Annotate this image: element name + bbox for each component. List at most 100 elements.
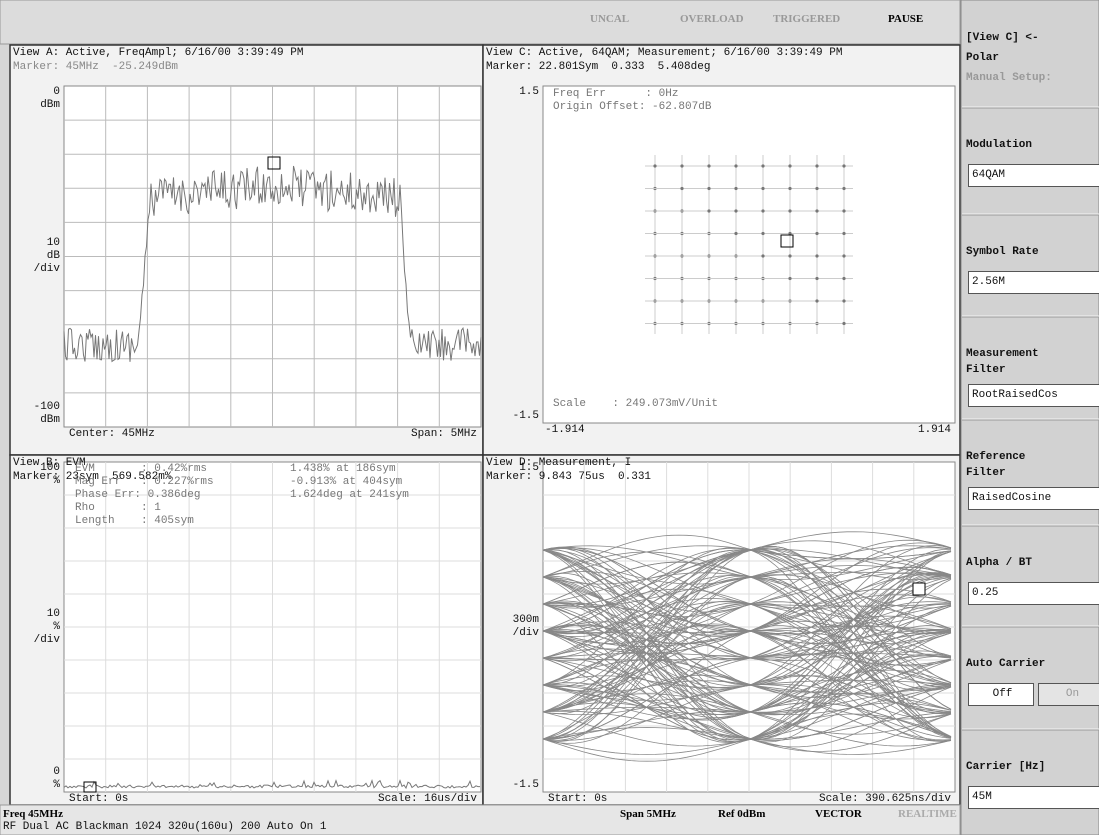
status-bar <box>0 0 961 45</box>
eye-trace <box>542 625 952 740</box>
status-indicator: OVERLOAD <box>680 13 744 25</box>
view-title: View C: Active, 64QAM; Measurement; 6/16… <box>486 47 843 59</box>
eye-trace <box>542 596 952 741</box>
annotation: Freq Err : 0Hz <box>553 88 679 100</box>
constellation-point <box>842 321 846 326</box>
control-field[interactable]: RootRaisedCos <box>968 384 1099 407</box>
toggle-button[interactable]: On <box>1038 683 1099 706</box>
eye-trace <box>542 572 952 713</box>
eye-trace <box>542 624 952 711</box>
constellation-point <box>842 254 846 258</box>
axis-label: dBm <box>40 99 60 111</box>
eye-trace <box>542 623 952 716</box>
sidebar-header: Polar <box>966 52 1000 64</box>
constellation-point <box>734 209 738 213</box>
control-label: Reference Filter <box>966 451 1026 479</box>
control-field[interactable]: 64QAM <box>968 164 1099 187</box>
bottom-freq: Freq 45MHz <box>3 808 63 820</box>
footer-left: Start: 0s <box>69 793 129 805</box>
constellation-point <box>761 254 765 258</box>
axis-label: % <box>53 779 60 791</box>
constellation-point <box>707 186 711 191</box>
axis-label: 0 <box>53 766 60 778</box>
eye-trace <box>542 551 952 738</box>
control-field[interactable]: 0.25 <box>968 582 1099 605</box>
control-label: Modulation <box>966 139 1033 151</box>
marker-box <box>780 234 794 248</box>
view-title: View B: EVM <box>13 457 86 469</box>
constellation-point <box>788 276 792 281</box>
control-label: Alpha / BT <box>966 557 1033 569</box>
constellation-point <box>707 164 711 168</box>
constellation-point <box>815 209 819 213</box>
eye-trace <box>542 549 952 740</box>
eye-trace <box>542 603 952 635</box>
eye-trace <box>542 549 952 613</box>
eye-trace <box>542 602 952 666</box>
footer-left: Center: 45MHz <box>69 428 155 440</box>
bottom-span: Span 5MHz <box>620 808 676 820</box>
footer-right: Scale: 390.625ns/div <box>818 793 951 805</box>
constellation-point <box>761 164 765 168</box>
view-marker: Marker: 22.801Sym 0.333 5.408deg <box>486 61 711 73</box>
annotation: Origin Offset: -62.807dB <box>553 101 712 113</box>
evm-row-peak: 1.624deg at 241sym <box>290 489 409 501</box>
view-title: View A: Active, FreqAmpl; 6/16/00 3:39:4… <box>13 47 304 59</box>
constellation-point <box>653 164 657 168</box>
eye-trace <box>542 602 952 713</box>
constellation-point <box>761 186 765 191</box>
spectrum-trace <box>63 165 482 363</box>
evm-row: Phase Err: 0.386deg <box>75 489 201 501</box>
constellation-point <box>815 254 819 258</box>
eye-trace <box>542 655 952 713</box>
evm-row-peak: -0.913% at 404sym <box>290 476 403 488</box>
view-title: View D: Measurement, I <box>486 457 632 469</box>
axis-label: 1.5 <box>519 462 539 474</box>
constellation-point <box>815 276 819 281</box>
constellation-point <box>788 164 792 168</box>
bottom-bar <box>0 804 961 835</box>
axis-label: /div <box>33 633 60 646</box>
control-field[interactable]: 45M <box>968 786 1099 809</box>
axis-label: -1.5 <box>512 410 539 422</box>
evm-row: EVM : 0.42%rms <box>75 463 208 475</box>
control-label: Symbol Rate <box>966 246 1039 258</box>
constellation-point <box>734 186 738 191</box>
plot-area <box>542 85 956 424</box>
bottom-settings: RF Dual AC Blackman 1024 320u(160u) 200 … <box>3 821 327 833</box>
view-marker: Marker: 23sym 569.582m% <box>13 471 172 483</box>
constellation-point <box>842 231 846 236</box>
marker-box <box>267 156 281 170</box>
footer-right: Scale: 16us/div <box>377 793 477 805</box>
status-indicator: PAUSE <box>888 13 924 25</box>
evm-row: Mag Err : 0.227%rms <box>75 476 214 488</box>
scale-note: Scale : 249.073mV/Unit <box>553 398 719 410</box>
eye-trace <box>542 566 952 687</box>
constellation-point <box>842 186 846 191</box>
eye-trace <box>542 594 952 654</box>
eye-trace <box>542 549 952 638</box>
control-label: Measurement Filter <box>966 348 1039 376</box>
constellation-point <box>815 231 819 236</box>
evm-trace <box>63 779 480 790</box>
axis-label: 10 <box>46 237 60 249</box>
constellation-point <box>815 164 819 168</box>
view-marker: Marker: 9.843 75us 0.331 <box>486 471 652 483</box>
axis-label: -1.5 <box>512 779 539 791</box>
constellation-point <box>734 164 738 168</box>
control-field[interactable]: 2.56M <box>968 271 1099 294</box>
constellation-point <box>842 276 846 281</box>
marker-box <box>83 781 97 793</box>
eye-trace <box>542 549 952 661</box>
constellation-point <box>842 299 846 303</box>
eye-trace <box>542 558 952 608</box>
bottom-mode: VECTOR <box>815 808 862 820</box>
toggle-button[interactable]: Off <box>968 683 1034 706</box>
axis-label: dB <box>46 250 60 262</box>
axis-label: 1.5 <box>519 86 539 98</box>
constellation-point <box>734 231 738 236</box>
control-field[interactable]: RaisedCosine <box>968 487 1099 510</box>
constellation-point <box>842 164 846 168</box>
constellation-point <box>761 231 765 236</box>
